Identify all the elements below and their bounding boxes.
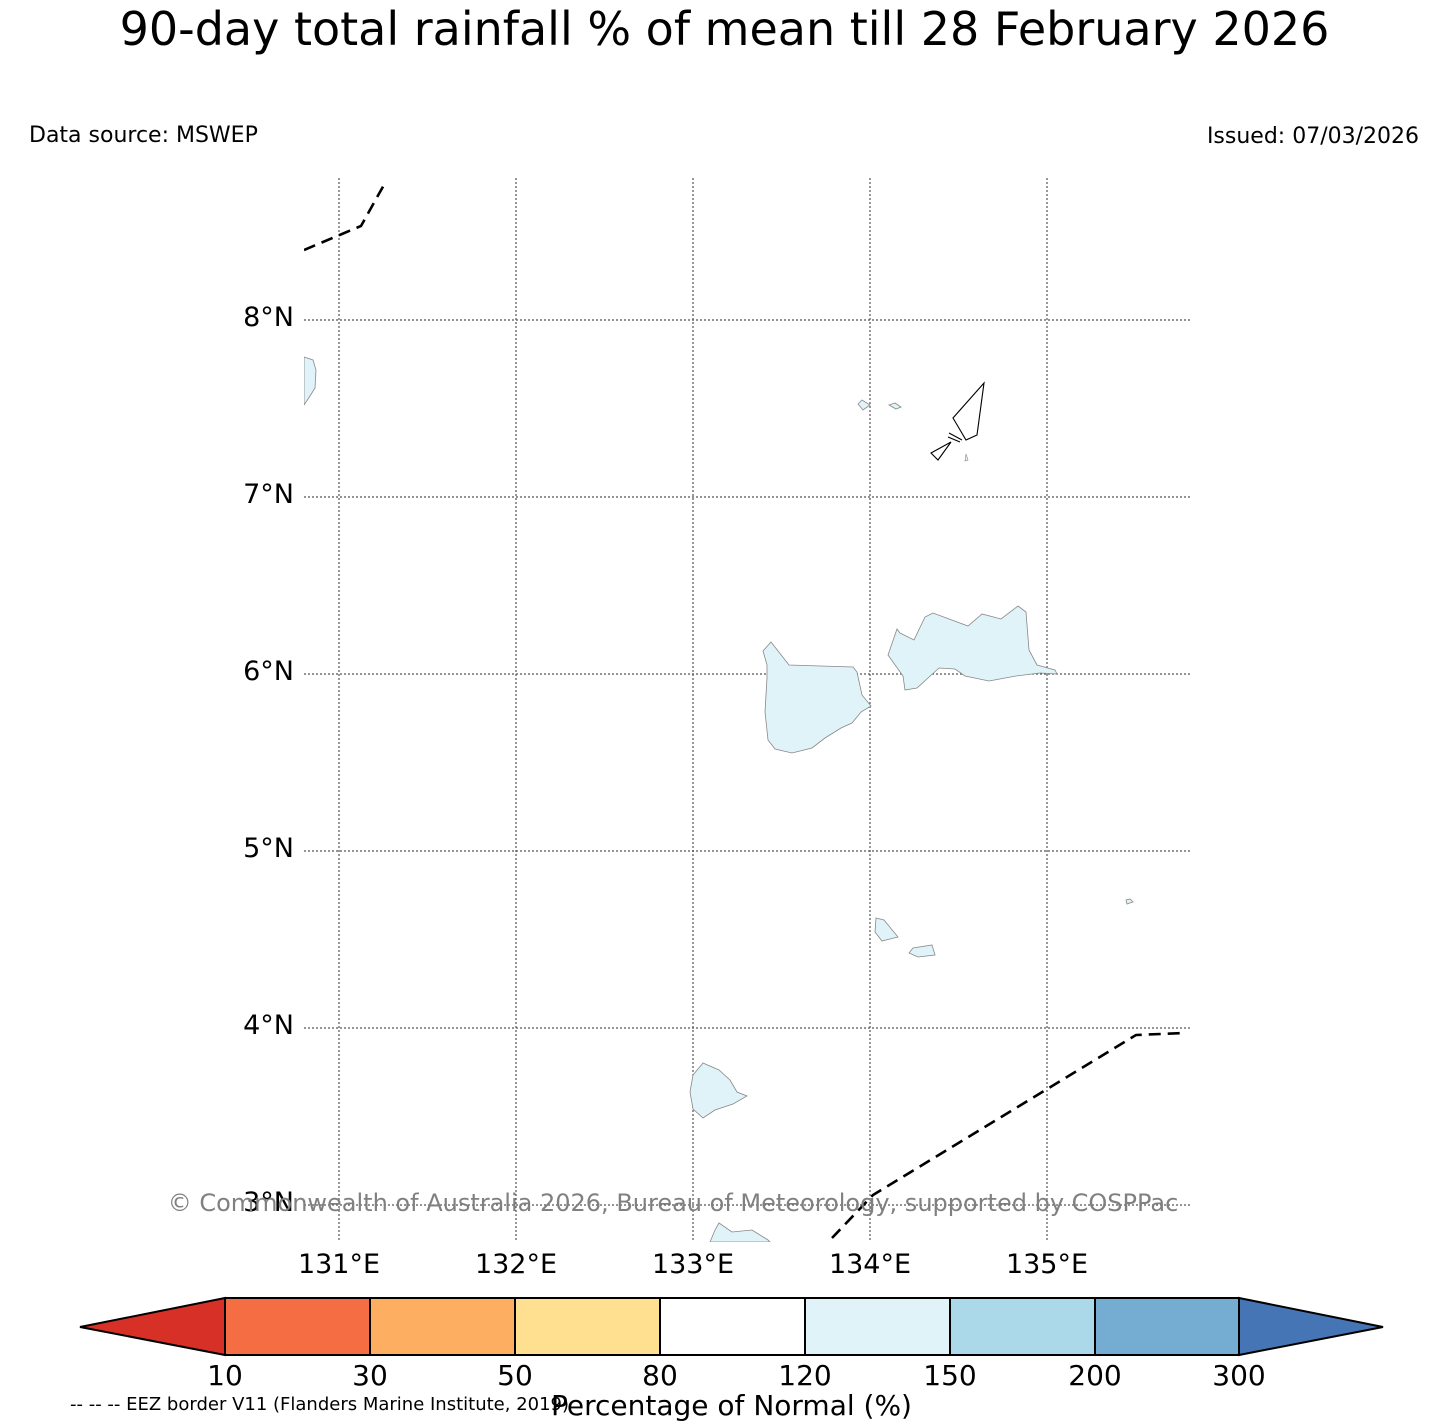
colorbar-tick: 120 <box>778 1359 832 1392</box>
lon-label-131e: 131°E <box>297 1249 381 1280</box>
map-title: 90-day total rainfall % of mean till 28 … <box>119 2 1330 56</box>
island-merir-west <box>762 641 872 754</box>
colorbar-segment-6 <box>949 1297 1096 1356</box>
lon-label-133e: 133°E <box>651 1249 735 1280</box>
colorbar-segment-3 <box>514 1297 661 1356</box>
island-tobi <box>689 1062 748 1119</box>
lat-label-5n: 5°N <box>243 833 294 864</box>
colorbar-tick: 10 <box>207 1359 243 1392</box>
lon-label-134e: 134°E <box>828 1249 912 1280</box>
island-sonsorol-a <box>857 399 871 411</box>
reef-marks <box>947 432 963 443</box>
lat-label-8n: 8°N <box>243 302 294 333</box>
issued-date-label: Issued: 07/03/2026 <box>1206 124 1419 149</box>
island-sonsorol-b <box>888 402 902 410</box>
colorbar-segment-4 <box>659 1297 806 1356</box>
colorbar-label: Percentage of Normal (%) <box>551 1389 912 1422</box>
colorbar-tick: 200 <box>1068 1359 1122 1392</box>
lat-label-4n: 4°N <box>243 1010 294 1041</box>
colorbar-segment-5 <box>804 1297 951 1356</box>
island-small-south-a <box>874 917 899 942</box>
lon-label-135e: 135°E <box>1005 1249 1089 1280</box>
islet-tiny <box>964 453 969 462</box>
colorbar-segment-1 <box>224 1297 371 1356</box>
eez-border-note: -- -- -- EEZ border V11 (Flanders Marine… <box>70 1394 570 1415</box>
lat-label-6n: 6°N <box>243 656 294 687</box>
reef-outline-south <box>930 441 952 461</box>
reef-outline <box>952 381 985 441</box>
island-bottom <box>709 1222 771 1242</box>
eez-border-north <box>304 182 387 252</box>
lat-label-3n: 3°N <box>243 1187 294 1218</box>
colorbar-segment-7 <box>1094 1297 1240 1356</box>
colorbar <box>79 1296 1384 1357</box>
copyright-notice: © Commonwealth of Australia 2026, Bureau… <box>167 1189 1179 1217</box>
data-source-label: Data source: MSWEP <box>29 123 258 148</box>
lat-label-7n: 7°N <box>243 479 294 510</box>
colorbar-segment-2 <box>369 1297 516 1356</box>
island-tiny-east <box>1125 898 1134 905</box>
colorbar-tick: 150 <box>923 1359 977 1392</box>
colorbar-tick: 30 <box>352 1359 388 1392</box>
island-small-south-b <box>908 944 936 958</box>
lon-label-132e: 132°E <box>474 1249 558 1280</box>
colorbar-tick: 300 <box>1212 1359 1266 1392</box>
colorbar-tick: 50 <box>497 1359 533 1392</box>
colorbar-extend-high <box>1238 1296 1384 1357</box>
colorbar-tick: 80 <box>642 1359 678 1392</box>
eez-border-south <box>831 1031 1186 1239</box>
island-merir-east <box>887 605 1058 691</box>
island-west-edge <box>304 356 317 406</box>
graticule <box>304 178 1190 1242</box>
colorbar-extend-low <box>79 1296 226 1357</box>
